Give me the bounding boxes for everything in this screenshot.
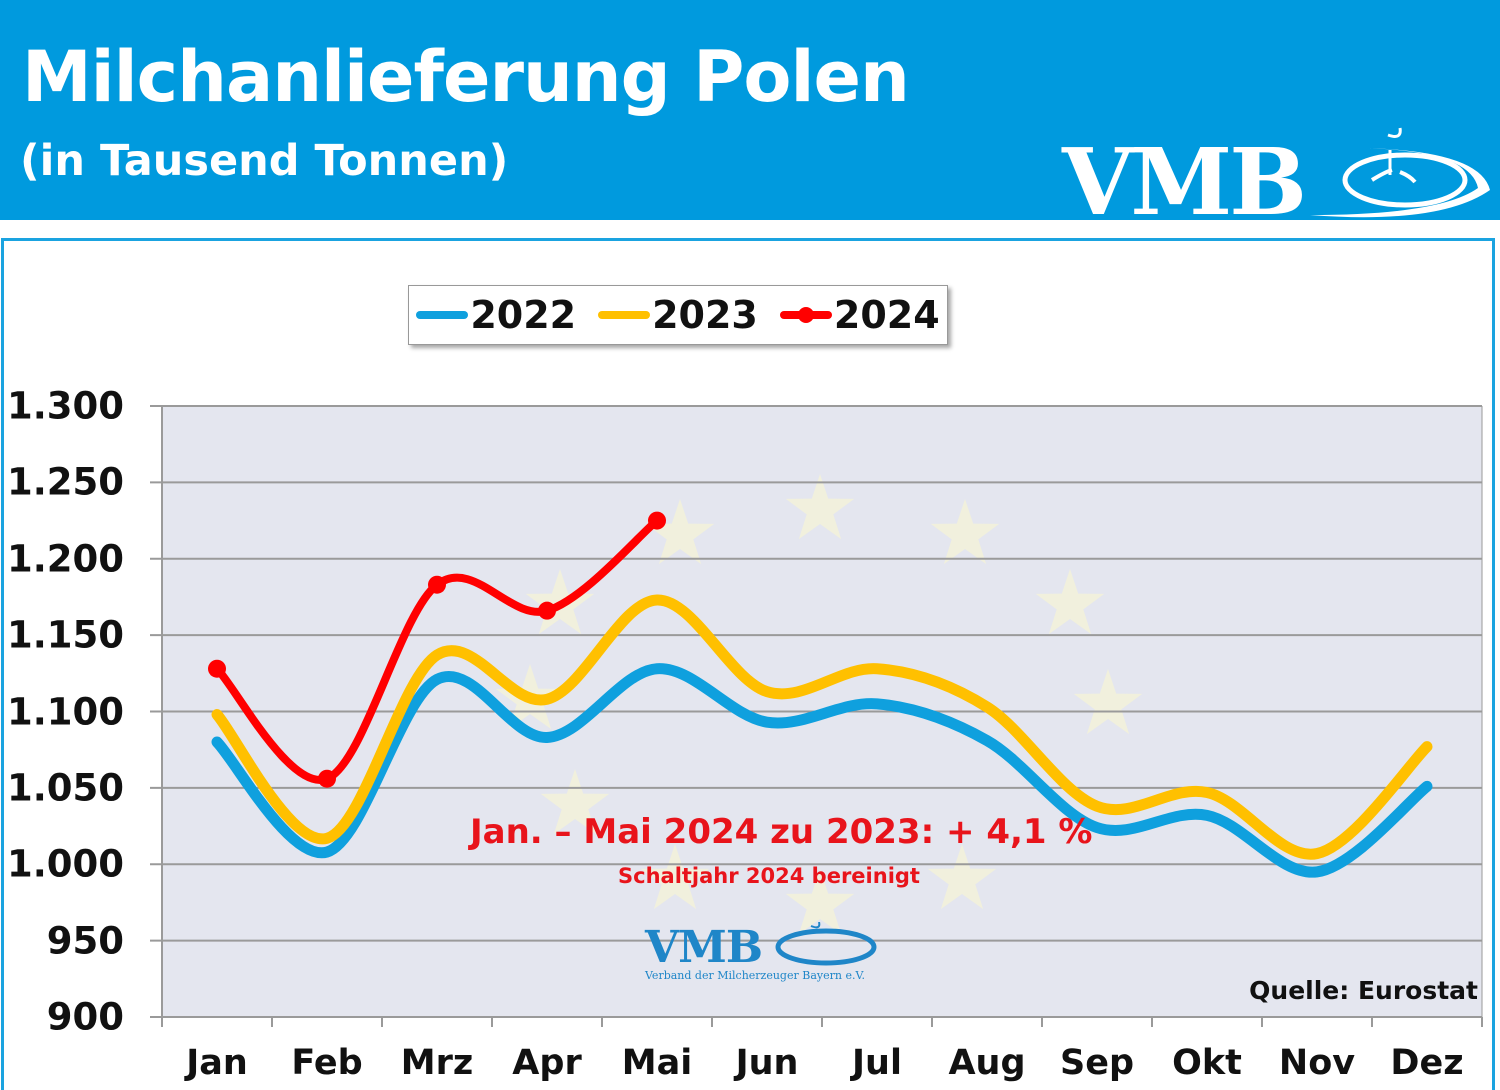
y-tick-label: 900	[46, 995, 124, 1039]
eu-star-icon	[640, 844, 710, 910]
x-tick-label: Nov	[1278, 1043, 1356, 1083]
vmb-logo-text: VMB	[1062, 128, 1307, 236]
y-tick-label: 1.050	[6, 766, 124, 810]
y-tick-label: 1.150	[6, 613, 124, 657]
x-tick-label: Jan	[186, 1043, 248, 1083]
x-tick-label: Dez	[1390, 1043, 1464, 1083]
watermark-logo-text: VMB	[645, 922, 763, 973]
y-tick-label: 1.000	[6, 842, 124, 886]
annotation-leap-year-note: Schaltjahr 2024 bereinigt	[618, 864, 920, 888]
y-tick-label: 1.200	[6, 537, 124, 581]
legend-item-2024: 2024	[779, 293, 940, 337]
x-tick-label: Jul	[852, 1043, 902, 1083]
vmb-logo-icon	[1310, 127, 1490, 218]
legend-label: 2022	[470, 293, 577, 337]
legend-swatch-2022	[416, 311, 469, 319]
legend-swatch-2024	[779, 307, 832, 323]
legend-label: 2023	[652, 293, 758, 337]
legend-label: 2024	[833, 293, 940, 337]
legend-swatch-2023	[598, 311, 651, 319]
x-tick-label: Mrz	[400, 1043, 474, 1083]
x-tick-label: Mai	[621, 1043, 693, 1083]
x-tick-label: Feb	[291, 1043, 363, 1083]
eu-star-icon	[785, 474, 855, 540]
data-point-2024	[318, 769, 336, 788]
source-label: Quelle: Eurostat	[1249, 976, 1478, 1005]
data-point-2024	[538, 601, 556, 620]
x-tick-label: Sep	[1060, 1043, 1134, 1083]
y-tick-label: 950	[46, 919, 124, 963]
series-line-2022	[211, 663, 1433, 878]
series-line-2023	[211, 594, 1433, 860]
eu-star-icon	[1073, 669, 1143, 735]
chart-panel	[1, 238, 1495, 1090]
eu-star-icon	[785, 869, 855, 935]
eu-star-icon	[1035, 569, 1105, 635]
x-tick-label: Apr	[512, 1043, 582, 1083]
series-line-2024	[213, 516, 661, 784]
x-tick-label: Aug	[948, 1043, 1026, 1083]
page-subtitle: (in Tausend Tonnen)	[20, 136, 509, 186]
vmb-watermark: VMB Verband der Milcherzeuger Bayern e.V…	[645, 921, 881, 982]
y-tick-label: 1.300	[6, 384, 124, 428]
header-banner: Milchanlieferung Polen (in Tausend Tonne…	[0, 0, 1500, 236]
chart-legend: 2022 2023 2024	[408, 285, 948, 345]
y-tick-label: 1.250	[6, 460, 124, 504]
data-point-2024	[208, 659, 226, 678]
legend-item-2023: 2023	[598, 293, 758, 337]
eu-star-icon	[927, 844, 997, 910]
x-tick-label: Okt	[1172, 1043, 1242, 1083]
page-title: Milchanlieferung Polen	[22, 36, 910, 118]
data-point-2024	[648, 511, 666, 530]
annotation-growth: Jan. – Mai 2024 zu 2023: + 4,1 %	[470, 812, 1093, 852]
eu-star-icon	[930, 499, 1000, 565]
x-tick-label: Jun	[735, 1043, 799, 1083]
watermark-logo-icon	[775, 921, 877, 966]
eu-star-icon	[645, 499, 715, 565]
legend-item-2022: 2022	[416, 293, 576, 337]
y-tick-label: 1.100	[6, 690, 124, 733]
data-point-2024	[428, 575, 446, 594]
eu-star-icon	[540, 769, 610, 835]
watermark-org-name: Verband der Milcherzeuger Bayern e.V.	[645, 969, 865, 982]
